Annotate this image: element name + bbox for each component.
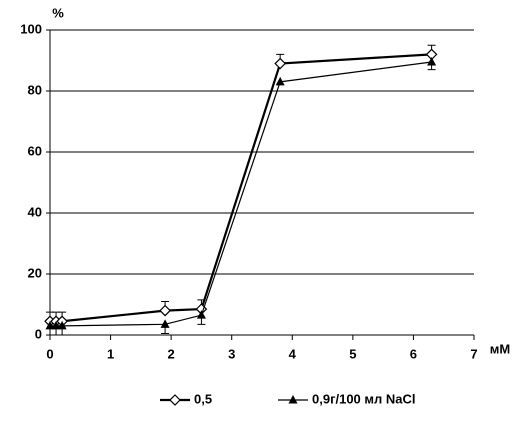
x-tick-label: 5 (349, 346, 356, 361)
data-point (275, 76, 285, 86)
series-line (50, 53, 432, 323)
legend-label: 0,9г/100 мл NaCl (312, 391, 416, 406)
data-point (196, 310, 206, 319)
x-tick-label: 2 (168, 346, 175, 361)
data-point (427, 57, 437, 66)
x-tick-label: 4 (289, 346, 297, 361)
data-point (45, 320, 55, 330)
data-point (159, 304, 171, 317)
series-line (50, 61, 432, 327)
legend-marker (169, 394, 181, 406)
data-point (51, 320, 61, 330)
x-tick-label: 7 (470, 346, 477, 361)
y-tick-label: 40 (28, 204, 42, 219)
data-point (274, 57, 287, 70)
y-tick-label: 80 (28, 82, 42, 97)
x-tick-label: 0 (46, 346, 53, 361)
y-tick-label: 100 (20, 21, 42, 36)
y-tick-label: 20 (28, 265, 42, 280)
y-axis-label: % (52, 5, 64, 20)
legend-label: 0,5 (194, 391, 212, 406)
x-tick-label: 1 (107, 346, 114, 361)
x-tick-label: 3 (228, 346, 235, 361)
y-tick-label: 60 (28, 143, 42, 158)
data-point (57, 320, 67, 330)
x-tick-label: 6 (410, 346, 417, 361)
data-point (160, 319, 170, 328)
y-tick-label: 0 (35, 326, 42, 341)
x-axis-label: мМ (490, 341, 510, 356)
legend-marker (288, 395, 298, 404)
